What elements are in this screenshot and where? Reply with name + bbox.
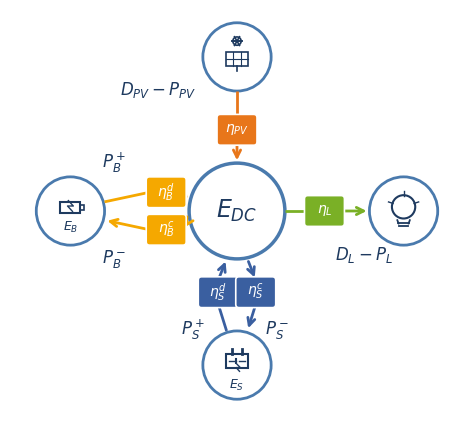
FancyBboxPatch shape — [304, 195, 345, 227]
Bar — [81, 205, 84, 210]
Text: $\eta_S^c$: $\eta_S^c$ — [247, 282, 264, 302]
Text: $\eta_B^d$: $\eta_B^d$ — [157, 181, 175, 203]
Bar — [226, 52, 248, 66]
Text: $\eta_B^c$: $\eta_B^c$ — [158, 220, 174, 240]
Text: $E_S$: $E_S$ — [229, 379, 245, 393]
Text: $P_S^-$: $P_S^-$ — [264, 319, 289, 341]
Text: $D_L - P_L$: $D_L - P_L$ — [335, 245, 393, 265]
Text: $P_B^-$: $P_B^-$ — [102, 248, 126, 270]
Text: $E_{DC}$: $E_{DC}$ — [217, 198, 257, 224]
FancyBboxPatch shape — [146, 214, 186, 245]
FancyBboxPatch shape — [217, 114, 257, 145]
Text: $\eta_L$: $\eta_L$ — [317, 203, 332, 219]
Text: $P_S^+$: $P_S^+$ — [181, 317, 205, 342]
Text: $\eta_S^d$: $\eta_S^d$ — [210, 281, 227, 303]
Text: $E_B$: $E_B$ — [63, 220, 78, 235]
Text: $\eta_{PV}$: $\eta_{PV}$ — [225, 122, 249, 137]
Bar — [60, 202, 81, 214]
Text: $D_{PV} - P_{PV}$: $D_{PV} - P_{PV}$ — [120, 80, 196, 100]
Text: $P_B^+$: $P_B^+$ — [102, 151, 126, 175]
Bar — [226, 354, 248, 368]
FancyBboxPatch shape — [198, 277, 238, 308]
FancyBboxPatch shape — [236, 277, 276, 308]
FancyBboxPatch shape — [146, 177, 186, 208]
